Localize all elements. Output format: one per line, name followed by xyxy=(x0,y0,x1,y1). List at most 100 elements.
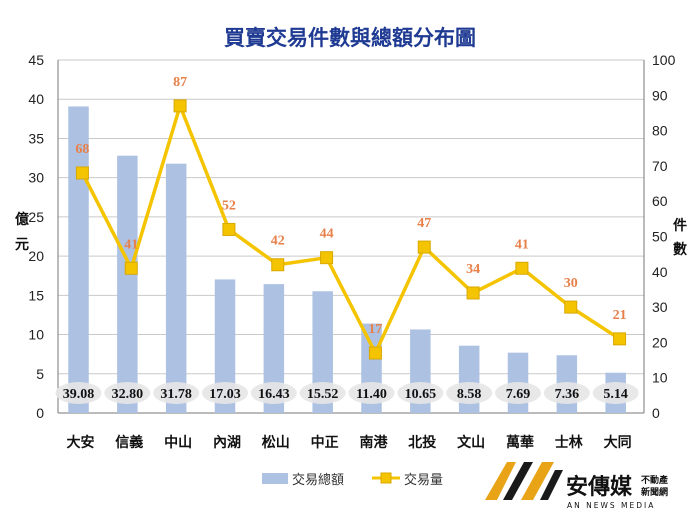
bar-value-label: 10.65 xyxy=(405,387,437,402)
left-axis-ticks: 0 5 10 15 20 25 30 35 40 45 xyxy=(28,52,44,421)
category-label: 中正 xyxy=(311,434,339,451)
legend-line-label: 交易量 xyxy=(404,472,443,488)
line-point xyxy=(613,332,627,346)
line-point xyxy=(75,166,89,180)
line-point xyxy=(417,240,431,254)
right-tick-label: 0 xyxy=(652,405,660,421)
gridlines xyxy=(57,59,645,414)
logo-side-line-1: 不動產 xyxy=(641,474,668,486)
category-label: 中山 xyxy=(164,434,192,451)
bar-value-label: 8.58 xyxy=(457,387,482,402)
left-tick-label: 35 xyxy=(28,130,44,146)
line-value-label: 42 xyxy=(271,234,285,249)
line-value-label: 52 xyxy=(222,198,236,213)
bar-label-halo xyxy=(446,382,493,404)
bar-value-label: 16.43 xyxy=(258,387,290,402)
right-axis-label-char-1: 件 xyxy=(673,217,687,234)
right-tick-label: 50 xyxy=(652,229,668,245)
category-label: 南港 xyxy=(359,434,388,451)
left-tick-label: 20 xyxy=(28,248,44,264)
bar-value-label: 7.69 xyxy=(506,387,531,402)
line-point xyxy=(222,222,236,236)
bar-series: 39.08 32.80 31.78 17.03 16.43 15.52 11.40 10.65… xyxy=(55,106,639,414)
bar-label-halo xyxy=(104,382,151,404)
line-point xyxy=(173,99,187,113)
right-axis-ticks: 0 10 20 30 40 50 60 70 80 90 100 xyxy=(652,52,676,421)
bar-value-label: 31.78 xyxy=(160,387,192,402)
category-labels: 大安 信義 中山 內湖 松山 中正 南港 北投 文山 萬華 士林 大同 xyxy=(66,434,631,451)
line-point xyxy=(466,286,480,300)
category-label: 信義 xyxy=(115,434,143,451)
legend-line-marker xyxy=(380,472,392,484)
right-tick-label: 80 xyxy=(652,123,668,139)
bar-value-label: 32.80 xyxy=(112,387,144,402)
bar xyxy=(165,163,187,413)
logo-side-line-2: 新聞網 xyxy=(641,486,668,498)
line-path xyxy=(80,104,621,355)
line-value-label: 44 xyxy=(320,227,334,242)
an-logo-mark xyxy=(485,462,563,500)
bar-label-halo xyxy=(153,382,200,404)
right-tick-label: 100 xyxy=(652,52,676,68)
left-tick-label: 30 xyxy=(28,170,44,186)
bar-value-label: 11.40 xyxy=(356,387,387,402)
right-tick-label: 90 xyxy=(652,87,668,103)
line-value-label: 87 xyxy=(173,75,187,90)
line-value-label: 68 xyxy=(75,142,89,157)
left-tick-label: 25 xyxy=(28,209,44,225)
category-label: 內湖 xyxy=(213,435,241,451)
line-point xyxy=(564,300,578,314)
left-tick-label: 45 xyxy=(28,52,44,68)
left-tick-label: 40 xyxy=(28,91,44,107)
brand-logo: 安傳媒 不動產 新聞網 AN NEWS MEDIA xyxy=(485,462,668,510)
line-point xyxy=(368,346,382,360)
line-point xyxy=(124,261,138,275)
legend-bar-swatch xyxy=(262,473,288,484)
bar-label-halo xyxy=(543,382,590,404)
bar-label-halo xyxy=(250,382,297,404)
line-point xyxy=(271,258,285,272)
left-axis-label-char-1: 億 xyxy=(15,211,29,228)
left-tick-label: 0 xyxy=(36,405,44,421)
bar xyxy=(214,279,236,413)
legend-bar-label: 交易總額 xyxy=(292,472,344,488)
line-value-label: 21 xyxy=(613,308,627,323)
bar-label-halo xyxy=(348,382,395,404)
bar-label-halo xyxy=(299,382,346,404)
right-tick-label: 70 xyxy=(652,158,668,174)
category-label: 文山 xyxy=(457,434,485,451)
bar xyxy=(117,155,138,414)
category-label: 北投 xyxy=(408,435,436,451)
bar-label-halo xyxy=(495,382,542,404)
category-label: 大安 xyxy=(66,434,94,451)
line-value-label: 47 xyxy=(417,216,431,231)
legend: 交易總額 交易量 xyxy=(262,472,443,488)
right-tick-label: 40 xyxy=(652,264,668,280)
logo-brand-text: 安傳媒 xyxy=(566,474,633,500)
bar-value-label: 5.14 xyxy=(603,387,628,402)
left-tick-label: 10 xyxy=(28,327,44,343)
left-tick-label: 15 xyxy=(28,287,44,303)
bar xyxy=(68,106,89,413)
right-axis-label-char-2: 數 xyxy=(673,241,687,258)
bar-label-halo xyxy=(397,382,444,404)
line-series: 68 41 87 52 42 44 17 47 34 41 30 21 xyxy=(75,75,627,360)
line-value-label: 41 xyxy=(515,237,529,252)
line-value-label: 41 xyxy=(124,237,138,252)
line-value-label: 34 xyxy=(466,262,480,277)
line-value-label: 17 xyxy=(368,322,382,337)
right-tick-label: 60 xyxy=(652,193,668,209)
left-axis-label-char-2: 元 xyxy=(15,237,29,253)
bar-value-label: 17.03 xyxy=(209,387,241,402)
category-label: 士林 xyxy=(555,434,583,451)
right-tick-label: 30 xyxy=(652,299,668,315)
bar-label-halo xyxy=(55,382,102,404)
line-value-label: 30 xyxy=(564,276,578,291)
right-tick-label: 20 xyxy=(652,334,668,350)
chart-title: 買賣交易件數與總額分布圖 xyxy=(224,26,476,50)
bar-label-halo xyxy=(592,382,639,404)
bar-value-label: 39.08 xyxy=(63,387,95,402)
logo-english-text: AN NEWS MEDIA xyxy=(567,501,655,510)
left-tick-label: 5 xyxy=(36,366,44,382)
